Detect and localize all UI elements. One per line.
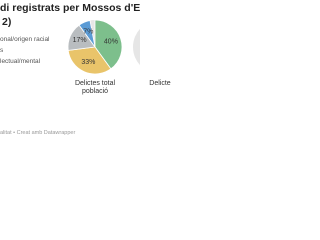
page: {"chart_data": [ {"type": "pie", "title"… xyxy=(0,0,171,140)
legend-label: s xyxy=(0,47,4,54)
pie-slice xyxy=(94,19,123,70)
value-label: 7% xyxy=(83,28,93,35)
chart-subtitle: 2) xyxy=(2,16,12,28)
value-label: 17% xyxy=(73,37,87,44)
legend-label: lectual/mental xyxy=(0,58,41,65)
pie-background xyxy=(133,28,140,66)
value-label: 40% xyxy=(104,39,118,46)
pie-slice xyxy=(78,20,96,48)
pie-slice xyxy=(67,46,112,75)
chart-title: di registrats per Mossos d'E xyxy=(0,2,141,14)
legend-label: onal/origen racial xyxy=(0,36,50,43)
footer: alitat • Creat amb Datawrapper xyxy=(0,130,76,136)
pie-caption: Delictes total població xyxy=(74,80,116,95)
value-label: 33% xyxy=(81,59,95,66)
pie-caption: Delicte xyxy=(149,80,171,87)
chart: 40%33%17%7%58% xyxy=(67,19,140,75)
